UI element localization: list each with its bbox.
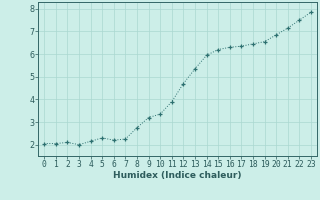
X-axis label: Humidex (Indice chaleur): Humidex (Indice chaleur) [113,171,242,180]
